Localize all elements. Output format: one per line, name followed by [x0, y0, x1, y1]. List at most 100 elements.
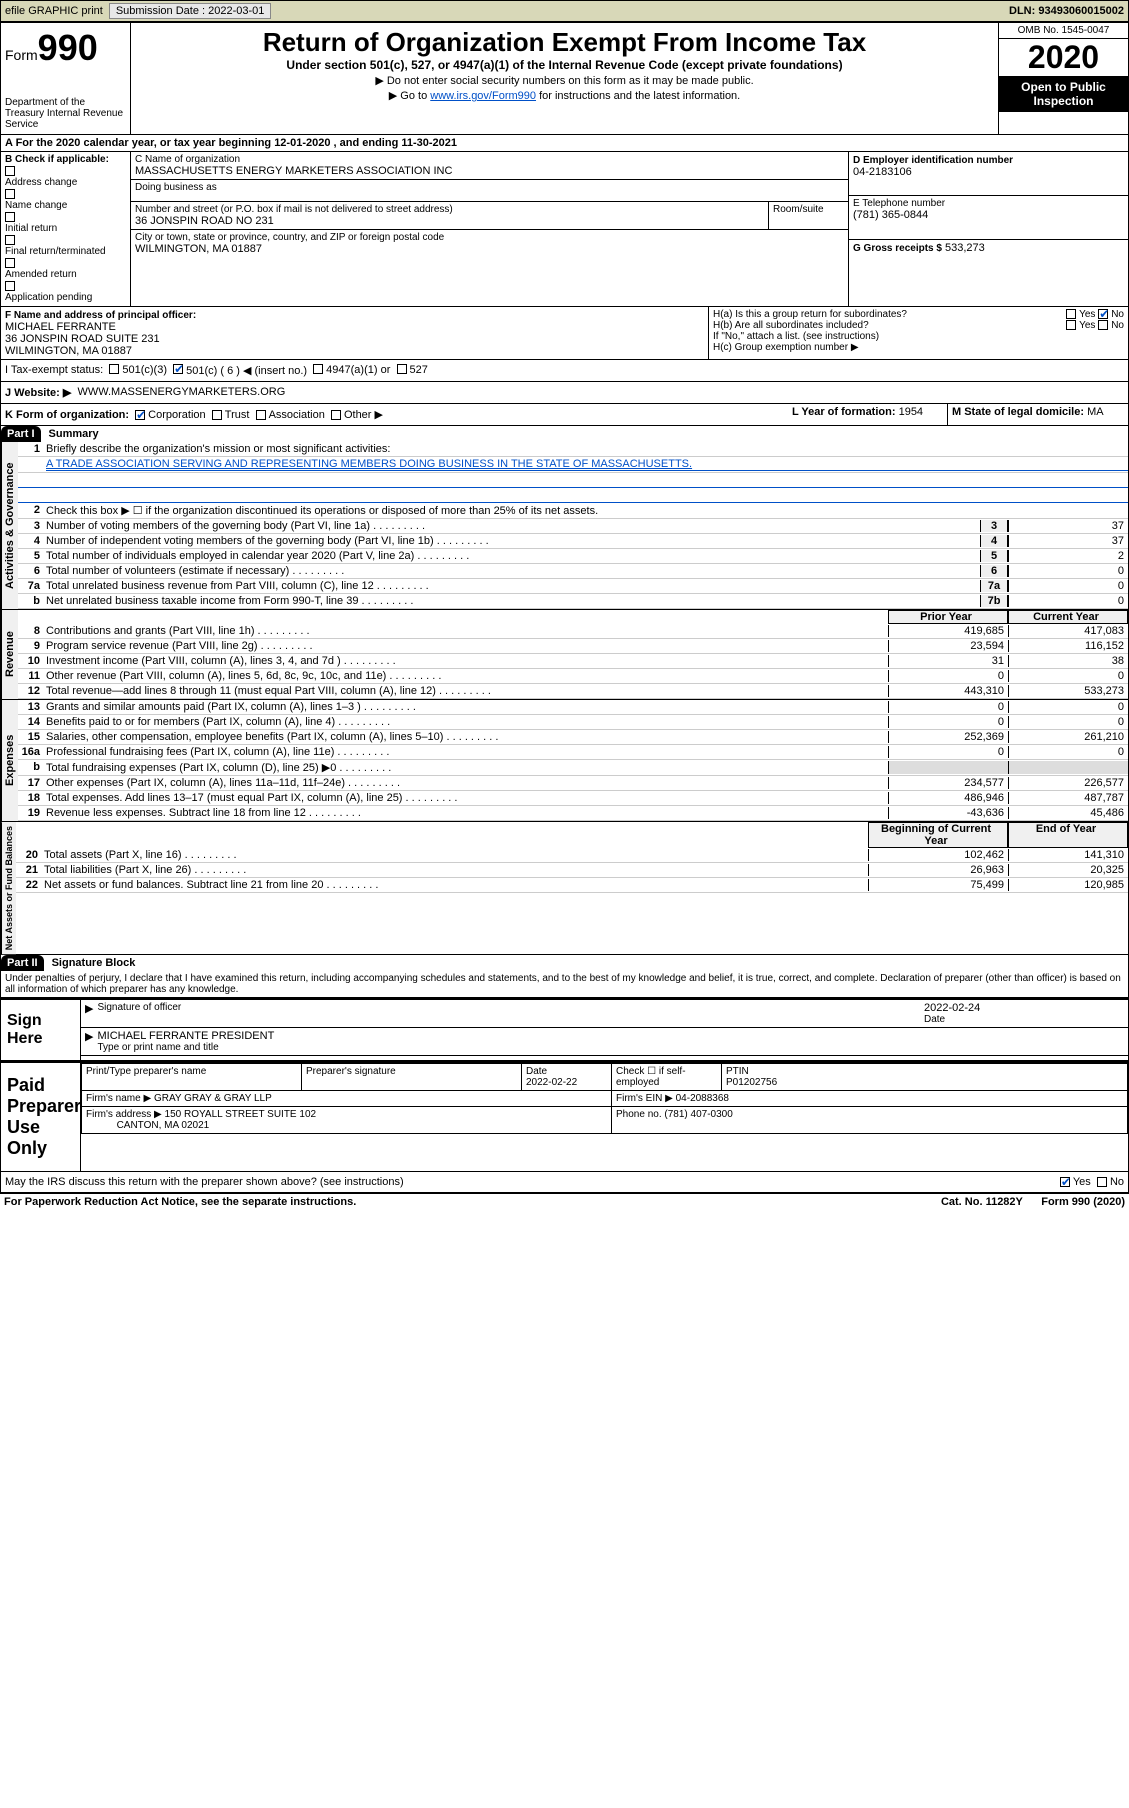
check-amended[interactable] — [5, 258, 15, 268]
footer-left: For Paperwork Reduction Act Notice, see … — [4, 1196, 356, 1208]
firm-name: GRAY GRAY & GRAY LLP — [154, 1093, 272, 1104]
check-corp[interactable] — [135, 410, 145, 420]
firm-addr2: CANTON, MA 02021 — [117, 1120, 210, 1131]
hb-yes[interactable] — [1066, 320, 1076, 330]
note-ssn: ▶ Do not enter social security numbers o… — [135, 74, 994, 87]
footer-mid: Cat. No. 11282Y — [941, 1196, 1023, 1208]
part1-title: Summary — [49, 428, 99, 440]
firm-addr1: 150 ROYALL STREET SUITE 102 — [165, 1109, 317, 1120]
room-label: Room/suite — [768, 202, 848, 229]
vlabel-governance: Activities & Governance — [1, 442, 18, 609]
hb-no[interactable] — [1098, 320, 1108, 330]
f-label: F Name and address of principal officer: — [5, 310, 196, 321]
check-address-change[interactable] — [5, 166, 15, 176]
ein-value: 04-2183106 — [853, 166, 1124, 178]
prep-date-label: Date — [526, 1066, 547, 1077]
check-501c3[interactable] — [109, 364, 119, 374]
discuss-no[interactable] — [1097, 1177, 1107, 1187]
prep-name-label: Print/Type preparer's name — [82, 1064, 302, 1091]
check-final-return[interactable] — [5, 235, 15, 245]
form-number: 990 — [38, 27, 98, 68]
discuss-yes[interactable] — [1060, 1177, 1070, 1187]
g-label: G Gross receipts $ — [853, 243, 942, 254]
identity-block: B Check if applicable: Address change Na… — [0, 152, 1129, 307]
i-label: I Tax-exempt status: — [5, 364, 103, 377]
officer-addr2: WILMINGTON, MA 01887 — [5, 345, 704, 357]
check-initial-return[interactable] — [5, 212, 15, 222]
phone-value: (781) 365-0844 — [853, 209, 1124, 221]
check-name-change[interactable] — [5, 189, 15, 199]
paid-preparer-block: Paid Preparer Use Only Print/Type prepar… — [0, 1061, 1129, 1172]
dln-label: DLN: 93493060015002 — [1009, 5, 1124, 17]
efile-label: efile GRAPHIC print — [5, 5, 103, 17]
b-label: B Check if applicable: — [5, 154, 109, 165]
website-value: WWW.MASSENERGYMARKETERS.ORG — [77, 386, 285, 399]
footer-right: Form 990 (2020) — [1041, 1196, 1125, 1208]
sign-here-label: Sign Here — [1, 1000, 81, 1060]
j-label: J Website: ▶ — [5, 386, 71, 399]
hb-label: H(b) Are all subordinates included? — [713, 320, 869, 331]
officer-name-title: MICHAEL FERRANTE PRESIDENT — [97, 1030, 274, 1042]
firm-addr-label: Firm's address ▶ — [86, 1109, 162, 1120]
submission-button[interactable]: Submission Date : 2022-03-01 — [109, 3, 272, 19]
prep-sig-label: Preparer's signature — [302, 1064, 522, 1091]
check-other[interactable] — [331, 410, 341, 420]
vlabel-net: Net Assets or Fund Balances — [1, 822, 16, 954]
sign-here-block: Sign Here Signature of officer 2022-02-2… — [0, 998, 1129, 1061]
omb-number: OMB No. 1545-0047 — [999, 23, 1128, 39]
part2-header: Part II — [1, 955, 44, 971]
note-goto-pre: ▶ Go to — [389, 90, 430, 102]
tax-year: 2020 — [999, 39, 1128, 76]
officer-name: MICHAEL FERRANTE — [5, 321, 704, 333]
col-end: End of Year — [1008, 822, 1128, 848]
check-4947[interactable] — [313, 364, 323, 374]
section-a: A For the 2020 calendar year, or tax yea… — [0, 135, 1129, 152]
prep-date: 2022-02-22 — [526, 1077, 577, 1088]
check-527[interactable] — [397, 364, 407, 374]
form-header: Form990 Department of the Treasury Inter… — [0, 22, 1129, 135]
date-label: Date — [924, 1014, 1124, 1025]
check-assoc[interactable] — [256, 410, 266, 420]
hc-label: H(c) Group exemption number ▶ — [713, 342, 1124, 353]
vlabel-revenue: Revenue — [1, 610, 18, 699]
k-label: K Form of organization: — [5, 409, 129, 421]
ha-no[interactable] — [1098, 309, 1108, 319]
col-begin: Beginning of Current Year — [868, 822, 1008, 848]
city-label: City or town, state or province, country… — [135, 232, 844, 243]
gross-receipts: 533,273 — [945, 242, 985, 254]
form-title: Return of Organization Exempt From Incom… — [135, 27, 994, 58]
form-label: Form — [5, 47, 38, 63]
penalty-text: Under penalties of perjury, I declare th… — [1, 971, 1128, 997]
sig-officer-label: Signature of officer — [97, 1002, 924, 1013]
sig-date: 2022-02-24 — [924, 1002, 1124, 1014]
ha-label: H(a) Is this a group return for subordin… — [713, 309, 907, 320]
dept-label: Department of the Treasury Internal Reve… — [5, 97, 126, 130]
check-501c[interactable] — [173, 364, 183, 374]
q1: Briefly describe the organization's miss… — [46, 443, 1128, 455]
note-goto-post: for instructions and the latest informat… — [536, 90, 740, 102]
instructions-link[interactable]: www.irs.gov/Form990 — [430, 90, 536, 102]
org-name: MASSACHUSETTS ENERGY MARKETERS ASSOCIATI… — [135, 165, 844, 177]
part1-header: Part I — [1, 426, 41, 442]
ptin-label: PTIN — [726, 1066, 749, 1077]
mission[interactable]: A TRADE ASSOCIATION SERVING AND REPRESEN… — [46, 458, 1128, 471]
check-trust[interactable] — [212, 410, 222, 420]
section-b: B Check if applicable: Address change Na… — [1, 152, 131, 306]
firm-name-label: Firm's name ▶ — [86, 1093, 151, 1104]
dba-label: Doing business as — [135, 182, 844, 193]
type-name-label: Type or print name and title — [97, 1042, 274, 1053]
ha-yes[interactable] — [1066, 309, 1076, 319]
firm-phone: (781) 407-0300 — [664, 1109, 732, 1120]
check-application-pending[interactable] — [5, 281, 15, 291]
self-emp: Check ☐ if self-employed — [612, 1064, 722, 1091]
year-formation: 1954 — [899, 406, 923, 418]
city-state-zip: WILMINGTON, MA 01887 — [135, 243, 844, 255]
m-label: M State of legal domicile: — [952, 406, 1084, 418]
part2-title: Signature Block — [52, 957, 136, 969]
h-note: If "No," attach a list. (see instruction… — [713, 331, 1124, 342]
officer-addr1: 36 JONSPIN ROAD SUITE 231 — [5, 333, 704, 345]
firm-ein-label: Firm's EIN ▶ — [616, 1093, 673, 1104]
ptin: P01202756 — [726, 1077, 777, 1088]
col-prior: Prior Year — [888, 610, 1008, 624]
public-inspection: Open to Public Inspection — [999, 76, 1128, 112]
